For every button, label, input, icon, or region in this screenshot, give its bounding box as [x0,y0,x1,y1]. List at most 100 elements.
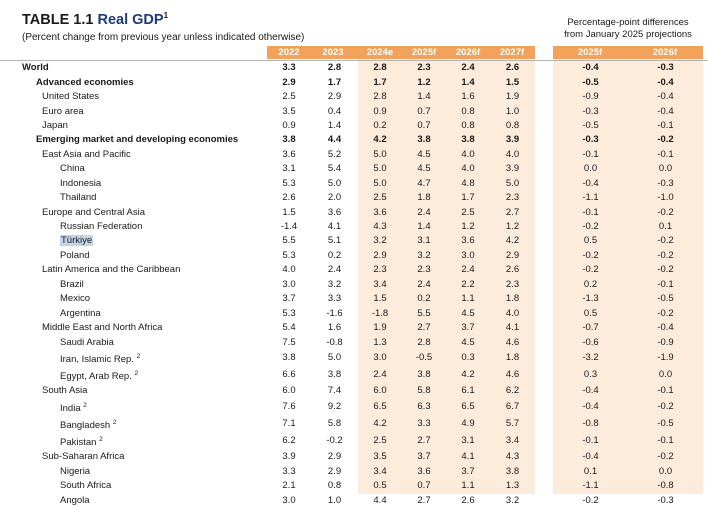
row-label: Türkiye [60,235,94,247]
value-cell: 2.4 [446,60,490,76]
row-label: South Asia [42,385,88,397]
value-cell: 1.7 [373,76,387,88]
value-cell: 5.5 [282,235,296,247]
value-cell: 1.8 [505,352,520,364]
value-cell: 5.4 [282,322,296,334]
table-row: Thailand 2.6 2.0 2.5 1.8 1.7 2.3 -1.1 -1.0 [0,191,708,205]
pp-diff-cell: 0.1 [658,221,673,233]
value-cell: 2.9 [282,76,296,88]
value-cell: 2.7 [417,494,431,506]
column-gap [535,220,553,234]
row-label-cell: World [0,60,267,76]
pp-diff-cell: -0.3 [657,494,674,506]
row-label-cell: Sub-Saharan Africa [0,450,267,464]
year-header-cell: 2023 [322,47,344,58]
column-gap [535,177,553,191]
value-cell: 2.6 [505,264,520,276]
value-cell: 0.7 [417,105,431,117]
row-label: Argentina [60,307,101,319]
table-row: Russian Federation -1.4 4.1 4.3 1.4 1.2 1.2 -0.… [0,220,708,234]
value-cell: 5.7 [505,418,520,430]
column-gap [535,278,553,292]
value-cell: 2.4 [417,206,431,218]
row-label-cell: Nigeria [0,464,267,478]
value-cell: 1.6 [327,322,342,334]
pp-diff-cell: -0.1 [657,435,674,447]
row-label: Saudi Arabia [60,336,114,348]
value-cell: 1.5 [505,76,520,88]
value-cell: 1.1 [461,480,475,492]
row-label-cell: Brazil [0,278,267,292]
table-row: World 3.3 2.8 2.8 2.3 2.4 2.6 -0.4 -0.3 [0,60,708,76]
pp-diff-cell: -0.3 [582,134,599,146]
pp-heading-line-1: Percentage-point differences [567,17,689,28]
column-gap [535,60,553,76]
value-cell: 0.2 [373,119,387,131]
table-row: Pakistan 2 6.2 -0.2 2.5 2.7 3.1 3.4 -0.1 -0.1 [0,433,708,450]
pp-diff-cell: -0.9 [582,91,599,103]
column-gap [535,479,553,493]
pp-diff-cell: -0.4 [582,177,599,189]
value-cell: 3.0 [373,352,387,364]
pp-diff-cell: -0.5 [657,418,674,430]
value-cell: 0.8 [505,119,520,131]
pp-diff-cell: -0.2 [657,134,674,146]
pp-heading-line-2: from January 2025 projections [564,29,692,40]
row-label-cell: Emerging market and developing economies [0,133,267,147]
value-cell: 6.3 [417,401,431,413]
row-label: Egypt, Arab Rep. [60,371,132,383]
column-gap [535,191,553,205]
pp-diff-cell: -0.1 [657,278,674,290]
value-cell: 2.4 [461,264,475,276]
value-cell: 1.2 [461,221,475,233]
value-cell: 6.5 [373,401,387,413]
value-cell: 1.4 [327,119,342,131]
pp-diff-cell: -0.1 [657,148,674,160]
pp-diff-cell: -0.4 [657,322,674,334]
pp-diff-cell: 0.5 [583,307,598,319]
value-cell: 6.2 [282,435,296,447]
table-row: Iran, Islamic Rep. 2 3.8 5.0 3.0 -0.5 0.3 1.8 -… [0,350,708,367]
value-cell: 6.2 [505,385,520,397]
pp-diff-cell: -1.1 [582,480,599,492]
row-label-cell: Bangladesh 2 [0,416,267,433]
value-cell: 1.4 [417,91,431,103]
value-cell: 5.0 [373,177,387,189]
row-label-cell: Egypt, Arab Rep. 2 [0,367,267,384]
value-cell: 1.0 [327,494,342,506]
pp-diff-cell: -0.5 [582,76,599,88]
value-cell: 5.1 [327,235,342,247]
value-cell: 1.2 [505,221,520,233]
title-footnote-mark: 1 [163,11,169,20]
value-cell: 3.7 [417,451,431,463]
value-cell: 3.2 [327,278,342,290]
row-label: Indonesia [60,177,102,189]
value-cell: 3.0 [282,494,296,506]
value-cell: 2.0 [327,192,342,204]
pp-header-cell: 2025f [577,47,603,58]
value-cell: -1.6 [326,307,343,319]
value-cell: 4.1 [327,221,342,233]
value-cell: 0.7 [417,119,431,131]
column-gap [535,416,553,433]
row-label-cell: Indonesia [0,177,267,191]
value-cell: 5.3 [282,249,296,261]
value-cell: 4.5 [461,307,475,319]
row-label: Iran, Islamic Rep. [60,353,134,365]
row-label-cell: Thailand [0,191,267,205]
row-label-cell: South Africa [0,479,267,493]
value-cell: 3.6 [282,148,296,160]
row-label-cell: Pakistan 2 [0,433,267,450]
column-gap [535,104,553,118]
value-cell: 1.8 [505,293,520,305]
value-cell: 2.3 [373,264,387,276]
value-cell: 2.4 [373,369,387,381]
column-gap [535,90,553,104]
value-cell: 5.0 [505,177,520,189]
value-cell: 0.3 [461,352,475,364]
value-cell: 7.5 [282,336,296,348]
row-label: Japan [42,119,68,131]
row-label-cell: East Asia and Pacific [0,148,267,162]
pp-diff-cell: -0.2 [657,249,674,261]
pp-diff-cell: -0.6 [582,336,599,348]
